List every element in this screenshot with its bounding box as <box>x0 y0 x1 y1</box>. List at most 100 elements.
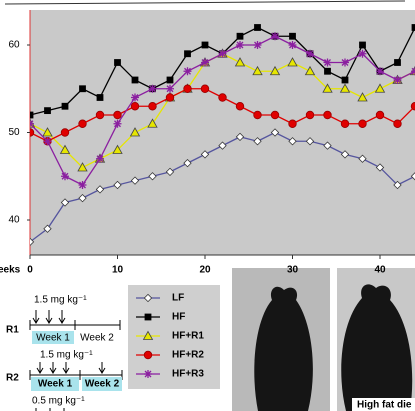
marker <box>60 128 70 137</box>
marker <box>143 293 153 303</box>
r2-week2: Week 2 <box>85 379 120 390</box>
marker <box>43 137 52 146</box>
mouse-hf <box>341 284 413 411</box>
marker <box>95 185 105 194</box>
marker <box>394 59 401 66</box>
marker <box>96 154 104 163</box>
marker <box>148 84 157 93</box>
r1-label: R1 <box>6 325 19 336</box>
legend-box <box>128 285 220 389</box>
series-group <box>30 24 415 247</box>
marker <box>79 85 86 93</box>
r1-week1: Week 1 <box>36 333 70 344</box>
marker <box>166 76 174 84</box>
marker <box>339 83 351 93</box>
photo-caption: High fat die <box>357 400 412 411</box>
marker <box>236 41 244 49</box>
marker <box>254 24 261 31</box>
marker <box>78 181 87 189</box>
marker <box>200 84 210 93</box>
marker <box>148 172 157 181</box>
legend: LF HF HF+R1 HF+R2 HF+R3 <box>136 293 204 380</box>
mouse-lf <box>254 286 313 411</box>
marker <box>270 128 280 137</box>
marker <box>376 67 384 76</box>
marker <box>305 110 315 120</box>
legend-label: LF <box>172 293 184 304</box>
r1-week1-box <box>32 331 74 344</box>
marker <box>144 313 152 321</box>
x-tick-label: 40 <box>374 265 386 276</box>
marker <box>288 41 297 49</box>
marker <box>340 119 350 128</box>
marker <box>61 102 69 110</box>
marker <box>359 41 366 49</box>
marker <box>129 127 141 137</box>
marker <box>30 111 34 119</box>
marker <box>30 128 35 137</box>
marker <box>165 93 175 102</box>
marker <box>323 110 332 120</box>
r1-week2: Week 2 <box>80 333 114 344</box>
marker <box>183 158 192 168</box>
marker <box>324 67 331 75</box>
x-tick-label: 30 <box>287 265 299 276</box>
marker <box>183 67 192 76</box>
marker <box>252 65 263 76</box>
marker <box>304 65 316 76</box>
marker <box>143 350 153 360</box>
marker <box>59 144 71 154</box>
marker <box>341 58 349 67</box>
marker <box>142 330 154 340</box>
marker <box>358 49 367 58</box>
marker <box>61 172 69 181</box>
r2-week1: Week 1 <box>38 379 73 390</box>
marker <box>30 237 35 247</box>
marker <box>393 180 402 190</box>
marker <box>410 102 415 111</box>
marker <box>148 102 157 111</box>
r2-label: R2 <box>6 373 19 384</box>
marker <box>253 41 262 49</box>
marker <box>270 110 280 120</box>
marker <box>288 119 297 128</box>
marker <box>375 110 385 120</box>
marker <box>114 59 121 66</box>
marker <box>287 57 298 67</box>
marker <box>271 32 279 41</box>
marker <box>131 76 139 84</box>
marker <box>374 83 386 93</box>
x-tick-label: 20 <box>199 265 211 276</box>
marker <box>166 84 174 93</box>
marker <box>201 58 209 67</box>
marker <box>322 83 333 93</box>
marker <box>393 119 402 128</box>
marker <box>234 57 246 67</box>
marker <box>393 76 402 84</box>
y-tick-label: 50 <box>8 127 20 138</box>
r2-week2-box <box>82 377 122 391</box>
marker <box>165 167 175 177</box>
marker <box>218 49 227 58</box>
marker <box>43 224 52 233</box>
marker <box>235 102 245 111</box>
marker <box>375 163 385 172</box>
marker <box>235 132 245 142</box>
x-tick-label: 10 <box>112 265 124 276</box>
marker <box>341 76 349 84</box>
marker <box>340 150 350 159</box>
marker <box>113 119 122 128</box>
marker <box>60 198 70 207</box>
marker <box>200 150 210 159</box>
marker <box>113 110 122 120</box>
marker <box>306 49 314 58</box>
marker <box>131 93 139 102</box>
marker <box>218 93 227 102</box>
marker <box>288 137 297 146</box>
marker <box>95 110 105 120</box>
marker <box>358 154 367 163</box>
legend-label: HF <box>172 312 185 323</box>
y-tick-label: 40 <box>8 215 20 226</box>
marker <box>357 92 368 102</box>
